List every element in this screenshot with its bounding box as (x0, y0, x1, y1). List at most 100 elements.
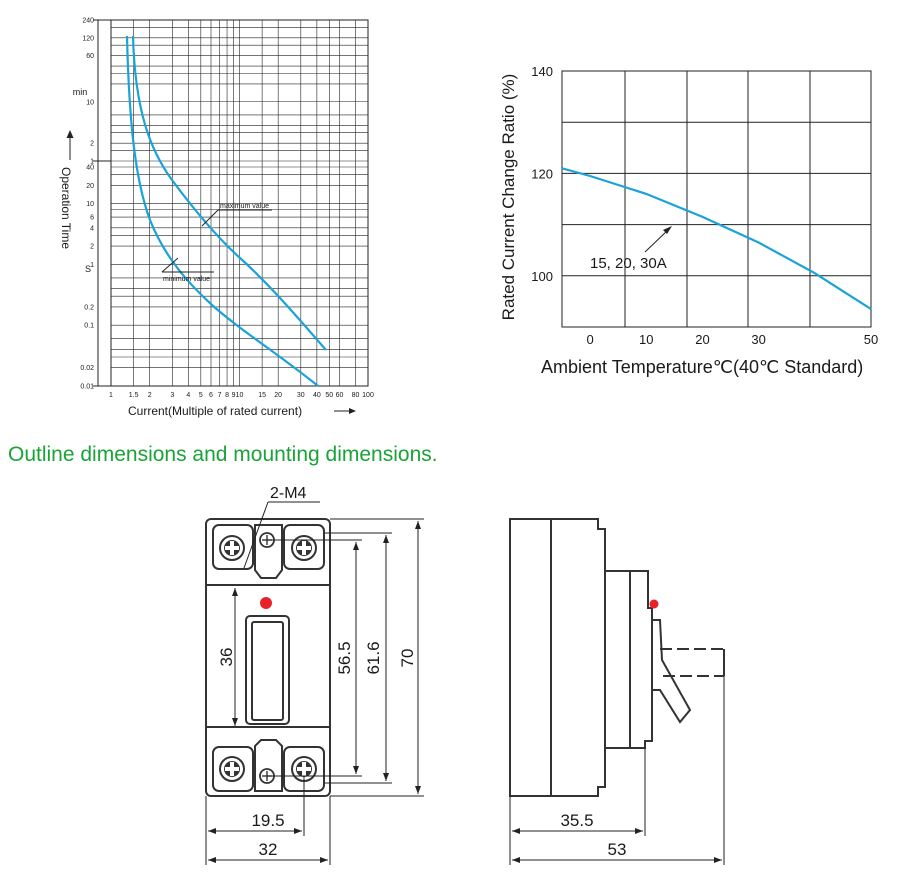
trip-y-tick-s: 40 (86, 165, 94, 172)
screw-bottom-left-icon (219, 756, 245, 782)
derating-annotation-leader (644, 229, 669, 253)
dim-70-group: 70 (398, 649, 417, 668)
indicator-dot (260, 597, 272, 609)
dim-61-6-arrow-top (383, 535, 389, 543)
derating-x-tick-labels: 0 10 20 30 50 (586, 332, 878, 347)
screw-size-label: 2-M4 (270, 485, 307, 502)
derating-x-tick: 50 (864, 332, 878, 347)
trip-y-label-group: Operation Time (59, 167, 73, 249)
front-handle-inner (251, 621, 284, 721)
side-body-outline (509, 518, 653, 797)
derating-annotation-arrowhead (663, 226, 672, 234)
front-handle (245, 615, 290, 725)
dim-36-label: 36 (217, 648, 236, 667)
dim-56-5-group: 56.5 (335, 641, 354, 674)
trip-y-label: Operation Time (59, 167, 73, 249)
derating-y-tick: 100 (531, 269, 553, 284)
trip-y-unit-min: min (73, 87, 88, 97)
dim-56-5-arrow-top (353, 542, 359, 550)
side-view: 35.5 53 (509, 518, 725, 865)
dim-70-arrow-bottom (415, 786, 421, 794)
derating-x-label: Ambient Temperature℃(40℃ Standard) (541, 357, 863, 377)
trip-x-tick: 1 (109, 392, 113, 399)
dim-53-arrow-left (512, 857, 520, 863)
trip-x-tick: 5 (199, 392, 203, 399)
trip-x-tick: 15 (258, 392, 266, 399)
derating-annotation: 15, 20, 30A (590, 255, 667, 272)
dim-53-arrow-right (714, 857, 722, 863)
trip-x-tick: 80 (352, 392, 360, 399)
dim-61-6-label: 61.6 (364, 641, 383, 674)
dim-61-6-arrow-bottom (383, 773, 389, 781)
dim-56-5-label: 56.5 (335, 641, 354, 674)
trip-y-unit-s: S (85, 264, 91, 274)
dim-35-5-arrow-left (512, 828, 520, 834)
derating-y-tick: 120 (531, 166, 553, 181)
trip-x-tick: 10 (236, 392, 244, 399)
trip-curve-maximum (131, 35, 327, 351)
derating-chart-grid (561, 70, 872, 328)
trip-x-label-arrowhead (349, 408, 356, 414)
trip-x-tick: 4 (186, 392, 190, 399)
dim-19-5-label: 19.5 (251, 811, 284, 830)
derating-x-tick: 30 (751, 332, 765, 347)
dim-35-5-arrow-right (635, 828, 643, 834)
trip-y-tick-s: 0.2 (84, 304, 94, 311)
annotation-min-leader (161, 257, 179, 273)
trip-x-tick: 20 (274, 392, 282, 399)
dim-19-5-arrow-left (208, 828, 216, 834)
trip-y-tick-s: 2 (90, 244, 94, 251)
annotation-max-label: maximum value (220, 203, 269, 210)
trip-x-tick: 2 (148, 392, 152, 399)
annotation-max-leader (201, 209, 219, 227)
trip-x-tick: 100 (362, 392, 374, 399)
dim-36-group: 36 (217, 648, 236, 667)
section-heading: Outline dimensions and mounting dimensio… (8, 443, 438, 466)
trip-y-tick-min: 2 (90, 141, 94, 148)
trip-x-tick: 40 (313, 392, 321, 399)
derating-curve (561, 167, 872, 311)
trip-y-tick-s: 6 (90, 215, 94, 222)
trip-y-tick-s: 0.1 (84, 323, 94, 330)
derating-y-tick: 140 (531, 64, 553, 79)
dim-19-5-arrow-right (294, 828, 302, 834)
derating-x-tick: 0 (586, 332, 593, 347)
dim-36-arrow-top (232, 588, 238, 596)
bottom-left-terminal (212, 746, 254, 792)
trip-x-tick: 50 (325, 392, 333, 399)
trip-x-tick: 6 (209, 392, 213, 399)
trip-y-tick-min: 120 (82, 35, 94, 42)
dim-36-arrow-bottom (232, 718, 238, 726)
trip-curve-minimum (125, 35, 319, 387)
trip-y-tick-min: 1 (90, 159, 94, 166)
trip-x-tick: 9 (232, 392, 236, 399)
trip-chart-frame (110, 19, 369, 387)
derating-y-label-group: Rated Current Change Ratio (%) (499, 74, 518, 321)
top-left-terminal (212, 524, 254, 570)
dim-56-5-arrow-bottom (353, 766, 359, 774)
top-right-terminal (283, 524, 325, 570)
dim-70-label: 70 (398, 649, 417, 668)
screw-top-left-icon (219, 535, 245, 561)
front-body-outline (205, 518, 331, 797)
derating-y-label: Rated Current Change Ratio (%) (499, 74, 518, 321)
dim-53-label: 53 (608, 840, 627, 859)
trip-y-tick-s: 4 (90, 225, 94, 232)
trip-y-tick-s: 10 (86, 201, 94, 208)
screw-top-right-icon (291, 535, 317, 561)
dim-61-6-group: 61.6 (364, 641, 383, 674)
trip-y-tick-s: 0.01 (80, 384, 94, 391)
dim-70-arrow-top (415, 521, 421, 529)
annotation-min-label: minimum value (163, 276, 210, 283)
trip-y-tick-min: 240 (82, 18, 94, 25)
dim-35-5-label: 35.5 (560, 811, 593, 830)
dim-32-label: 32 (259, 840, 278, 859)
trip-y-tick-s: 0.02 (80, 365, 94, 372)
trip-x-tick: 30 (297, 392, 305, 399)
dim-32-arrow-right (320, 857, 328, 863)
front-view: 2-M4 36 56.5 61.6 (205, 485, 424, 865)
trip-x-tick: 3 (170, 392, 174, 399)
